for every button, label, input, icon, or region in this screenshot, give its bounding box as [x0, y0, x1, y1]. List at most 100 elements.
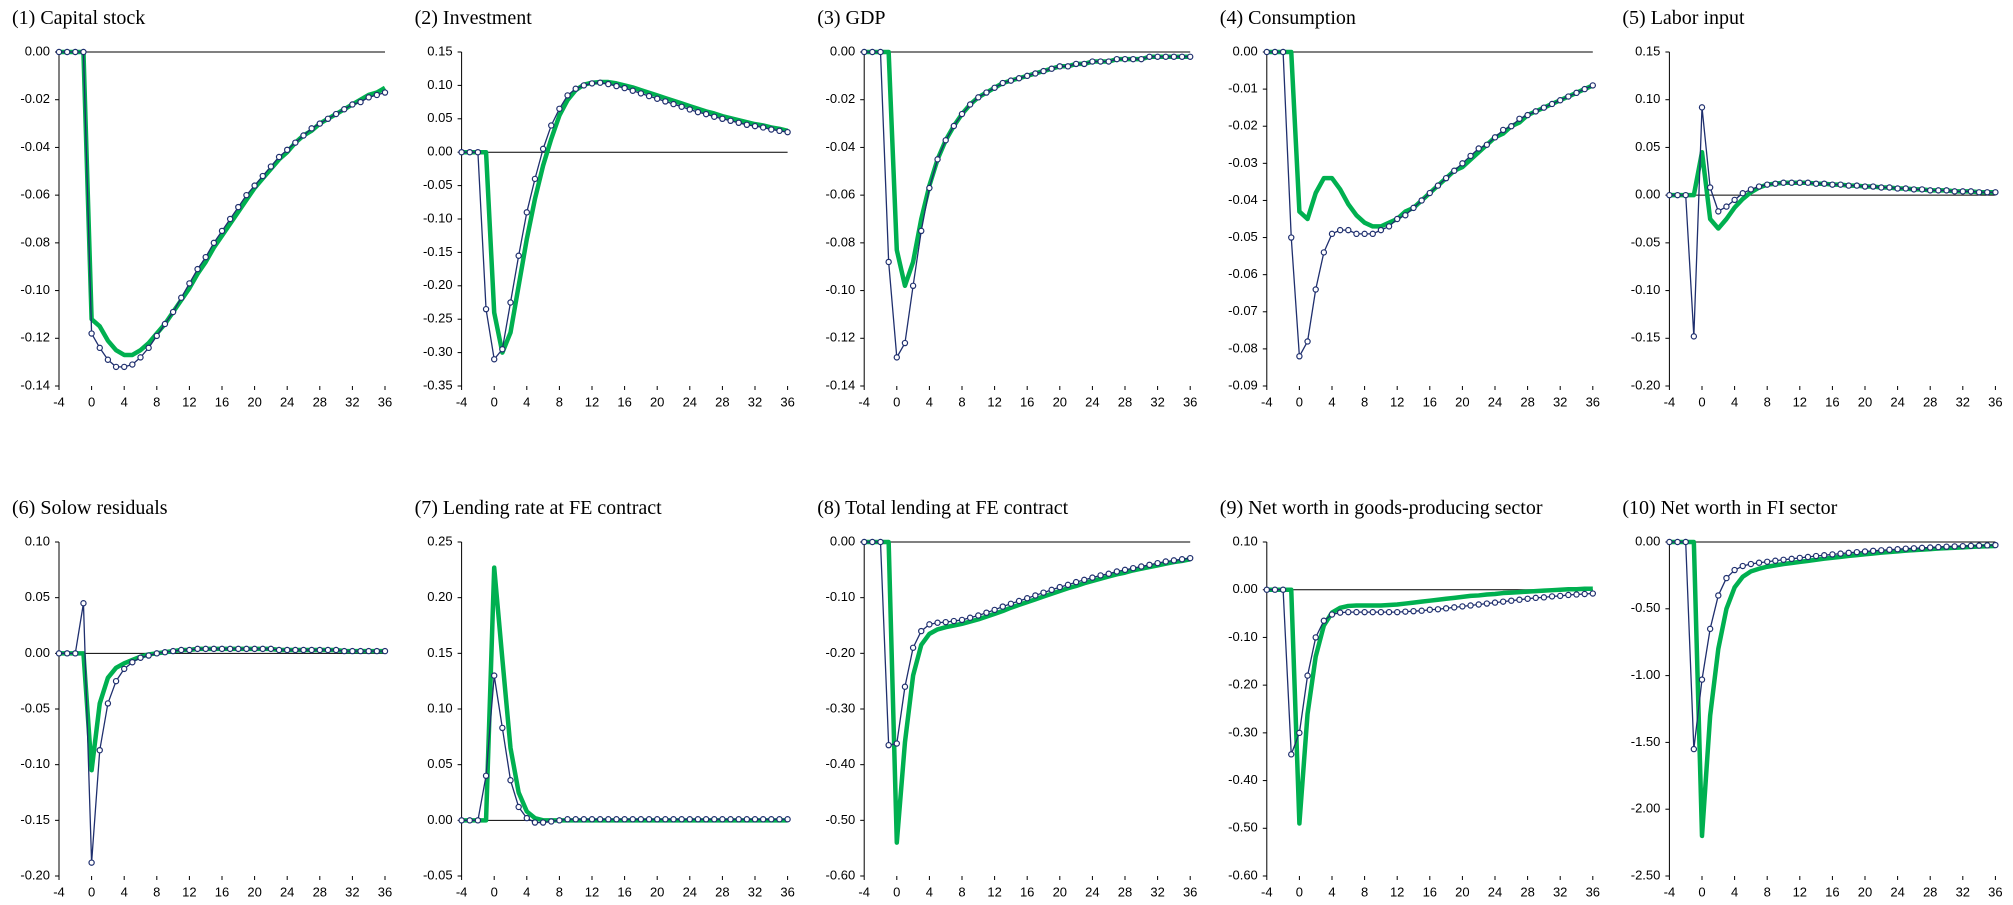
y-tick-label: -0.20: [1228, 677, 1258, 692]
data-point: [1121, 55, 1129, 63]
data-point: [629, 87, 636, 94]
data-point: [373, 647, 381, 655]
data-point: [1040, 67, 1047, 75]
data-point: [218, 645, 226, 653]
data-point: [885, 741, 892, 749]
x-tick-label: 36: [1988, 884, 2002, 899]
x-tick-label: 32: [1150, 394, 1164, 409]
data-point: [1780, 556, 1787, 563]
data-point: [365, 647, 372, 655]
data-point: [1361, 230, 1368, 238]
data-point: [999, 603, 1006, 610]
data-point: [743, 121, 751, 129]
data-point: [96, 746, 103, 754]
data-point: [1755, 183, 1763, 190]
x-tick-label: 0: [1296, 394, 1303, 409]
x-tick-label: 32: [1553, 394, 1567, 409]
y-tick-label: -0.05: [20, 700, 50, 715]
x-tick-label: 4: [121, 884, 128, 899]
data-point: [1935, 187, 1942, 194]
data-point: [1829, 551, 1836, 558]
data-point: [1524, 595, 1531, 602]
data-point: [901, 683, 909, 690]
data-point: [869, 538, 876, 546]
data-point: [751, 816, 759, 823]
x-tick-label: 8: [556, 884, 563, 899]
data-point: [1402, 608, 1409, 615]
panel: (4) Consumption -0.09 -0.08 -0.07 -0.06 -0.05…: [1220, 7, 1600, 409]
data-point: [1105, 570, 1112, 577]
data-point: [120, 665, 128, 673]
data-point: [711, 816, 718, 823]
data-point: [259, 645, 266, 653]
x-tick-label: 24: [1085, 884, 1099, 899]
data-point: [539, 145, 547, 153]
panel: (9) Net worth in goods-producing sector -…: [1220, 497, 1600, 899]
y-tick-label: 0.15: [1635, 43, 1660, 58]
data-point: [1064, 581, 1072, 589]
data-point: [112, 363, 120, 371]
x-tick-label: -4: [858, 884, 870, 899]
panel: (8) Total lending at FE contract -0.60 -0.…: [817, 497, 1197, 899]
data-point: [654, 816, 661, 823]
data-point: [1829, 181, 1836, 188]
x-tick-label: 12: [1390, 394, 1404, 409]
data-point: [72, 48, 79, 56]
data-point: [1499, 126, 1507, 134]
y-tick-label: -0.04: [1228, 192, 1258, 207]
data-point: [1886, 184, 1893, 191]
data-point: [80, 48, 87, 56]
data-point: [1812, 552, 1820, 560]
data-point: [1565, 93, 1572, 100]
panel: (10) Net worth in FI sector -2.50 -2.00 -1.…: [1622, 497, 2002, 899]
y-tick-label: -0.30: [1228, 724, 1258, 739]
data-point: [1556, 592, 1564, 600]
data-point: [1992, 189, 1999, 196]
data-point: [678, 103, 685, 110]
data-point: [1048, 65, 1055, 72]
data-point: [381, 89, 389, 96]
data-point: [1015, 75, 1023, 82]
data-point: [357, 647, 364, 655]
data-point: [1845, 549, 1852, 557]
data-point: [210, 645, 218, 653]
data-point: [1023, 72, 1031, 80]
x-tick-label: -4: [456, 394, 468, 409]
data-point: [759, 124, 767, 131]
data-point: [202, 645, 209, 653]
y-tick-label: -0.20: [423, 277, 453, 292]
data-point: [670, 816, 677, 823]
data-point: [515, 252, 522, 259]
data-point: [1666, 191, 1673, 199]
data-point: [1081, 576, 1088, 584]
data-point: [1524, 111, 1531, 119]
x-tick-label: 16: [1020, 394, 1034, 409]
data-point: [1064, 63, 1072, 70]
data-point: [1690, 333, 1698, 340]
data-point: [482, 305, 490, 313]
data-point: [885, 258, 892, 266]
data-point: [877, 48, 884, 56]
x-tick-label: 12: [585, 394, 599, 409]
x-tick-label: 24: [1085, 394, 1099, 409]
x-tick-label: 8: [958, 884, 965, 899]
y-tick-label: -0.07: [1228, 303, 1258, 318]
data-point: [145, 344, 152, 352]
data-point: [357, 98, 364, 106]
data-point: [1992, 541, 1999, 549]
data-point: [1894, 185, 1901, 192]
data-point: [316, 646, 323, 654]
data-point: [580, 82, 588, 89]
data-point: [1796, 554, 1804, 562]
series-line: [59, 602, 385, 864]
data-point: [1154, 559, 1161, 567]
data-point: [1304, 338, 1311, 345]
data-point: [1288, 751, 1295, 758]
data-point: [531, 819, 539, 826]
data-point: [186, 646, 193, 654]
x-tick-label: 28: [1118, 884, 1132, 899]
data-point: [735, 119, 742, 127]
panel-title: (10) Net worth in FI sector: [1622, 497, 1837, 519]
data-point: [613, 816, 620, 823]
